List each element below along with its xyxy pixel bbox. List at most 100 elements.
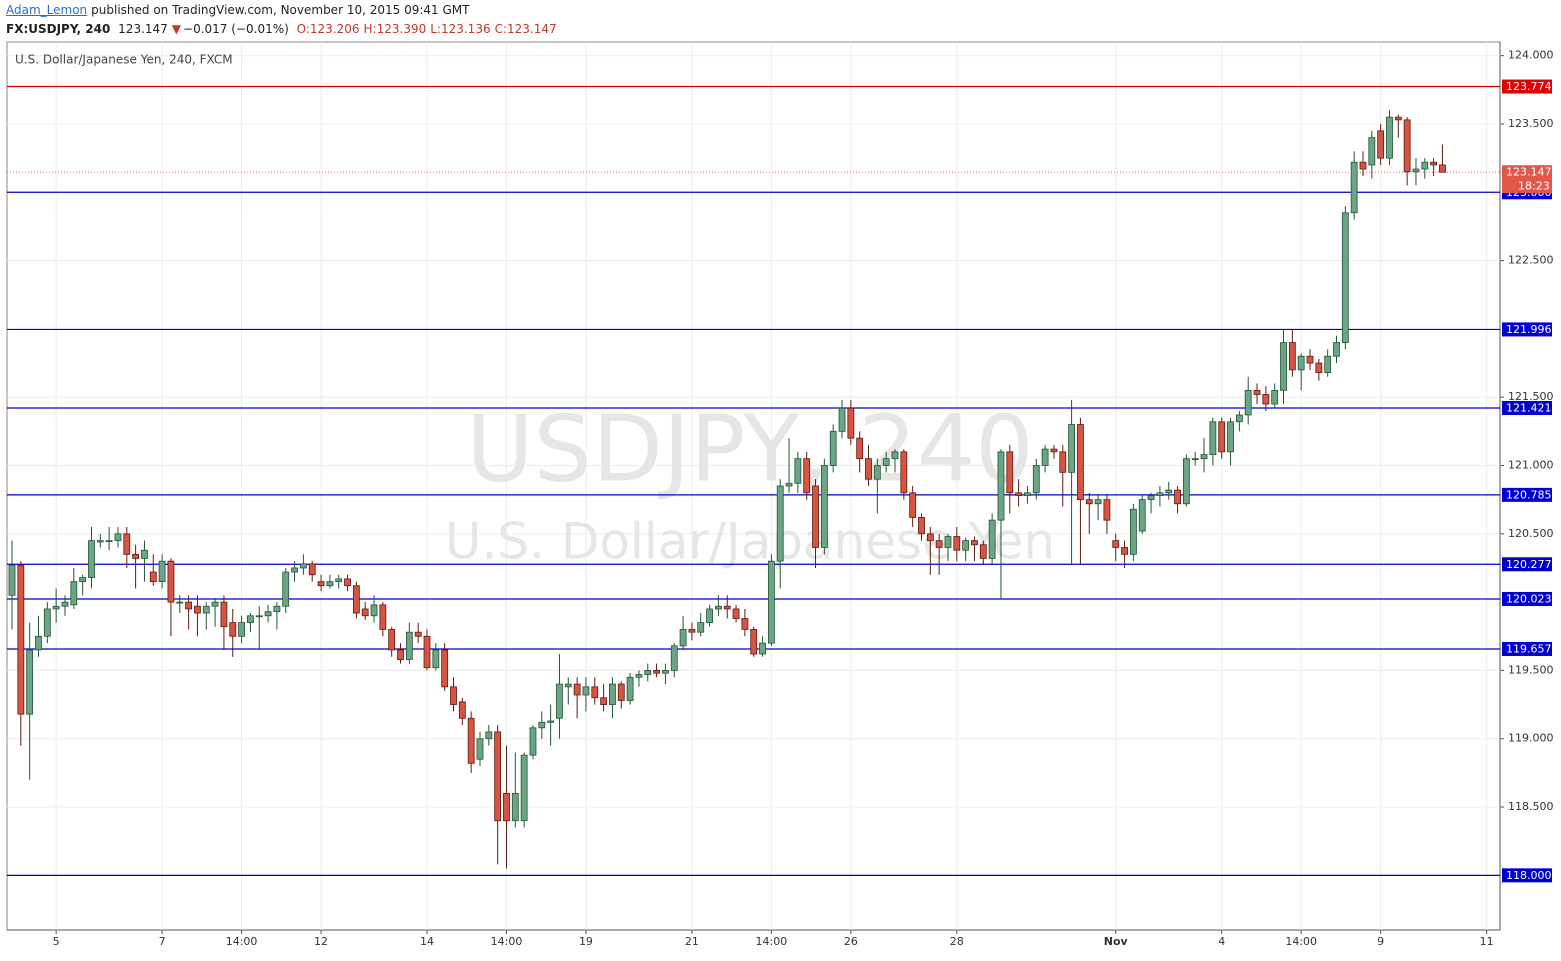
- x-tick-label: 14: [420, 935, 434, 948]
- candle-body: [918, 517, 925, 535]
- candle-body: [123, 533, 131, 555]
- candle-body: [35, 635, 42, 651]
- candle-body: [600, 697, 608, 705]
- candle-body: [26, 649, 34, 715]
- candle-body: [1209, 421, 1217, 455]
- candle-body: [247, 615, 254, 624]
- grid: [7, 42, 1500, 930]
- candle-body: [1103, 499, 1111, 521]
- candle-body: [1200, 454, 1208, 460]
- candle-body: [1341, 212, 1349, 343]
- candle-body: [847, 407, 855, 439]
- x-tick-label: 9: [1377, 935, 1384, 948]
- candle-body: [379, 604, 387, 630]
- candle-body: [794, 458, 802, 484]
- levels: [7, 85, 1500, 876]
- candle-body: [812, 485, 819, 548]
- candle-body: [450, 686, 457, 705]
- candle-body: [291, 567, 298, 573]
- x-tick-label: 14:00: [756, 935, 788, 948]
- candle-body: [432, 649, 440, 669]
- candle-body: [397, 649, 404, 660]
- candle-body: [1430, 161, 1438, 166]
- candle-body: [1032, 465, 1040, 494]
- current-price-tag: [1502, 165, 1552, 194]
- level-tag: [1502, 591, 1552, 606]
- candle-body: [997, 451, 1005, 521]
- candle-body: [873, 465, 881, 480]
- candle-body: [220, 601, 228, 628]
- candle-body: [1050, 448, 1058, 453]
- candle-body: [282, 571, 290, 607]
- candle-body: [776, 485, 784, 562]
- candle-body: [1271, 389, 1279, 405]
- candle-body: [1015, 492, 1023, 496]
- candle-body: [706, 608, 713, 624]
- y-tick-label: 121.500: [1508, 390, 1554, 403]
- candle-body: [96, 540, 104, 543]
- candle-body: [635, 674, 643, 678]
- candle-body: [388, 629, 396, 651]
- candle-body: [1094, 499, 1102, 505]
- high-value: H:123.390: [363, 22, 427, 36]
- candle-body: [653, 670, 660, 674]
- candle-body: [1130, 508, 1137, 555]
- candle-body: [882, 458, 890, 466]
- candle-body: [17, 564, 25, 715]
- candle-body: [1218, 421, 1226, 453]
- level-label: 120.785: [1506, 488, 1552, 501]
- candle-body: [1191, 458, 1199, 461]
- level-label: 121.996: [1506, 323, 1552, 336]
- countdown-label: 18:23: [1518, 180, 1550, 193]
- candle-body: [829, 430, 837, 466]
- candle-body: [547, 720, 555, 723]
- candle-body: [979, 544, 987, 559]
- candle-body: [352, 585, 360, 614]
- candle-body: [582, 686, 590, 696]
- candle-body: [1350, 161, 1358, 214]
- candle-body: [538, 721, 546, 729]
- candle-body: [467, 717, 475, 764]
- candle-body: [414, 631, 422, 637]
- candle-body: [617, 683, 625, 701]
- candle-body: [141, 549, 148, 559]
- candle-body: [573, 683, 581, 696]
- candle-body: [820, 465, 828, 548]
- candle-body: [8, 564, 16, 596]
- y-tick-label: 119.000: [1508, 732, 1554, 745]
- y-tick-label: 118.500: [1508, 800, 1554, 813]
- candle-body: [644, 670, 652, 675]
- x-tick-label: 14:00: [491, 935, 523, 948]
- level-label: 121.421: [1506, 401, 1552, 414]
- candle-body: [891, 451, 899, 460]
- candle-body: [273, 605, 281, 613]
- candle-body: [662, 670, 669, 674]
- axis-labels: 118.500 119.000 119.500 120.500 121.000 121.5…: [53, 49, 1554, 948]
- candle-body: [423, 635, 431, 669]
- header-line-2: FX:USDJPY, 240 123.147 ▼ −0.017 (−0.01%) O…: [6, 22, 561, 36]
- candle-body: [105, 540, 113, 543]
- y-tick-label: 120.500: [1508, 527, 1554, 540]
- candle-body: [803, 458, 811, 494]
- candle-body: [149, 571, 157, 583]
- candle-body: [909, 492, 917, 518]
- candle-body: [1394, 116, 1402, 121]
- level-tag: [1502, 185, 1552, 200]
- candle-body: [1121, 547, 1128, 555]
- plot-frame: [6, 41, 1501, 931]
- candle-body: [715, 605, 722, 610]
- watermark-subtitle: U.S. Dollar/Japanese Yen: [445, 513, 1055, 571]
- candle-body: [935, 540, 943, 548]
- change-arrow: ▼: [171, 22, 182, 36]
- candle-body: [785, 482, 793, 487]
- candle-body: [1085, 499, 1093, 505]
- candle-body: [1403, 119, 1411, 173]
- candle-body: [856, 437, 864, 460]
- candle-body: [299, 563, 307, 569]
- y-tick-label: 124.000: [1508, 49, 1554, 62]
- candle-body: [670, 645, 678, 671]
- author-link[interactable]: Adam_Lemon: [6, 3, 88, 17]
- candle-body: [255, 615, 263, 618]
- close-value: C:123.147: [494, 22, 557, 36]
